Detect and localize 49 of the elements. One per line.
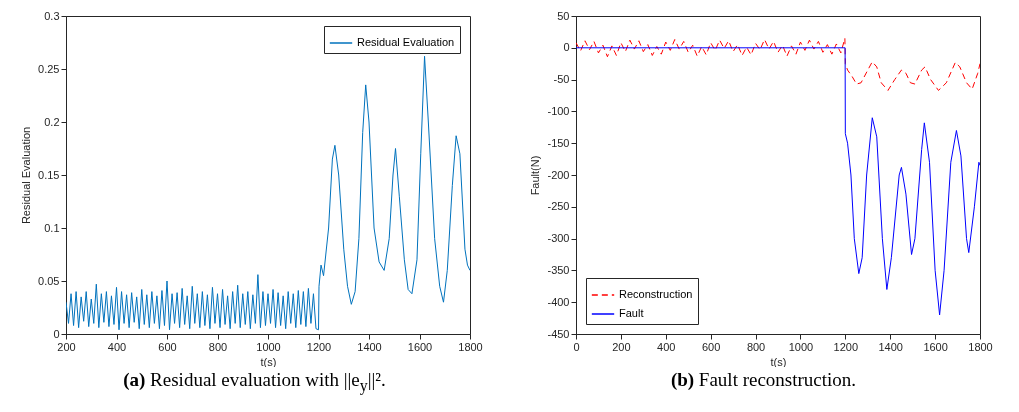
y-tick-label: -300 <box>546 232 569 245</box>
y-tick-label: 0.25 <box>38 62 60 75</box>
y-axis-title: Fault(N) <box>528 155 541 196</box>
y-tick-label: 0 <box>53 327 60 340</box>
x-tick-label: 1400 <box>357 340 382 353</box>
x-tick-label: 600 <box>158 340 177 353</box>
text: (a) Residual evaluation with ||e$_{y}$||². <box>123 369 386 394</box>
y-tick-label: 0 <box>562 41 569 54</box>
x-tick-label: 1000 <box>256 340 281 353</box>
x-axis-title: t(s) <box>260 355 277 368</box>
x-tick-label: 1000 <box>788 340 813 353</box>
x-tick-label: 1200 <box>306 340 332 353</box>
y-tick-label: 50 <box>556 9 569 22</box>
x-tick-label: 400 <box>656 340 675 353</box>
x-tick-label: 1200 <box>833 340 858 353</box>
y-tick-label: 0.15 <box>38 168 60 181</box>
text: (b) Fault reconstruction. <box>670 369 857 390</box>
line-series <box>575 47 980 316</box>
legend-label: Reconstruction <box>618 288 692 300</box>
y-tick-label: -250 <box>546 200 569 213</box>
y-tick-label: -400 <box>546 295 569 308</box>
legend-label: Fault <box>618 307 643 319</box>
y-tick-label: -50 <box>553 73 569 86</box>
y-tick-label: 0.3 <box>44 9 60 22</box>
x-tick-label: 200 <box>611 340 631 353</box>
x-tick-label: 1400 <box>877 340 903 353</box>
y-tick-label: -350 <box>546 263 569 276</box>
y-tick-label: 0.1 <box>44 221 60 234</box>
y-tick-label: -150 <box>546 136 569 149</box>
x-tick-label: 1600 <box>407 340 433 353</box>
x-tick-label: 400 <box>107 340 127 353</box>
x-tick-label: 200 <box>57 340 76 353</box>
x-axis-title: t(s) <box>770 355 786 368</box>
legend-label: Residual Evaluation <box>357 36 455 48</box>
x-tick-label: 800 <box>746 340 765 353</box>
x-tick-label: 1800 <box>967 340 993 353</box>
y-tick-label: -100 <box>546 104 569 117</box>
x-tick-label: 800 <box>208 340 228 353</box>
line-series <box>66 55 470 331</box>
x-tick-label: 1800 <box>458 340 483 353</box>
y-tick-label: -200 <box>546 168 569 181</box>
x-tick-label: 0 <box>572 340 580 353</box>
y-axis-title: Residual Evaluation <box>20 126 33 225</box>
line-series <box>575 37 980 91</box>
y-tick-label: -450 <box>546 327 569 340</box>
y-tick-label: 0.05 <box>38 274 60 287</box>
x-tick-label: 600 <box>701 340 720 353</box>
x-tick-label: 1600 <box>922 340 948 353</box>
y-tick-label: 0.2 <box>44 115 60 128</box>
